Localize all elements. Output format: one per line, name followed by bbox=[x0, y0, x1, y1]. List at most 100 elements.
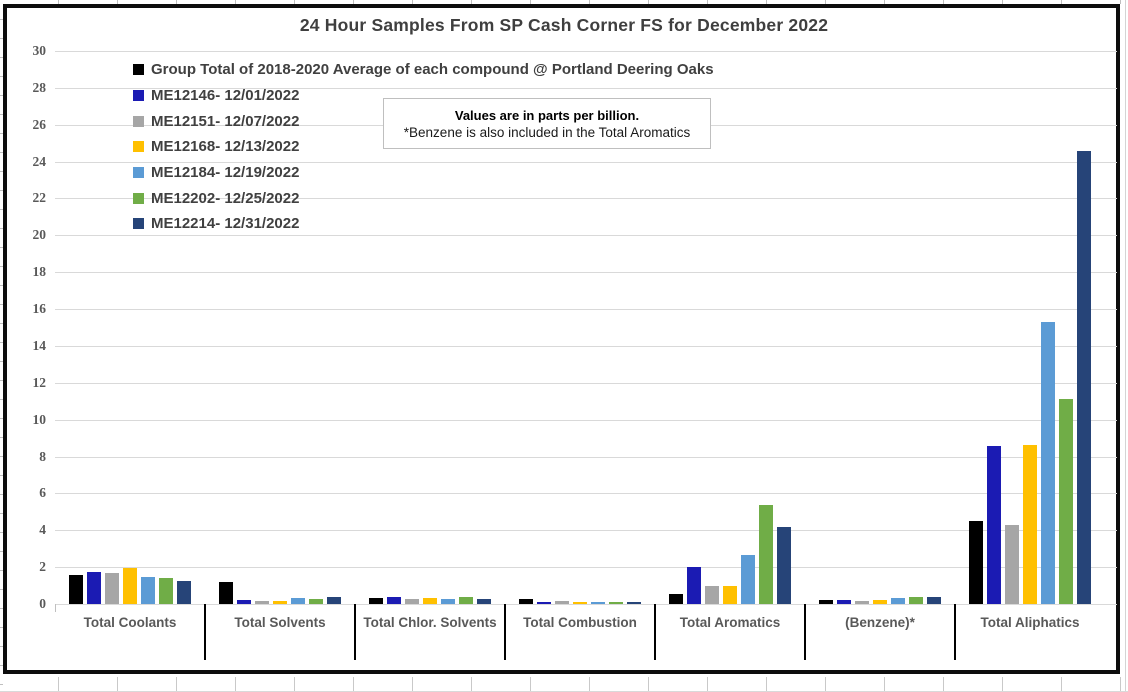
row-edge-tick bbox=[0, 646, 3, 647]
bar[interactable] bbox=[423, 598, 437, 604]
bar[interactable] bbox=[1059, 399, 1073, 604]
legend-label: ME12214- 12/31/2022 bbox=[151, 215, 300, 233]
column-edge-tick bbox=[176, 0, 177, 4]
column-edge-tick bbox=[766, 0, 767, 4]
bar[interactable] bbox=[891, 598, 905, 604]
legend-item[interactable]: ME12146- 12/01/2022 bbox=[133, 83, 714, 109]
bar[interactable] bbox=[123, 568, 137, 604]
bar[interactable] bbox=[759, 505, 773, 604]
cell-border-line bbox=[766, 677, 767, 692]
row-edge-tick bbox=[0, 589, 3, 590]
bar-group bbox=[805, 51, 955, 604]
bar[interactable] bbox=[327, 597, 341, 604]
cell-border-line bbox=[884, 677, 885, 692]
row-edge-tick bbox=[0, 190, 3, 191]
bar[interactable] bbox=[159, 578, 173, 604]
bar-group bbox=[955, 51, 1105, 604]
y-axis-label: 2 bbox=[39, 559, 46, 575]
bar[interactable] bbox=[69, 575, 83, 604]
bar[interactable] bbox=[519, 599, 533, 604]
bar[interactable] bbox=[441, 599, 455, 604]
cell-border-line bbox=[707, 677, 708, 692]
row-edge-tick bbox=[0, 513, 3, 514]
gridline bbox=[55, 345, 1117, 347]
bar[interactable] bbox=[819, 600, 833, 604]
bar[interactable] bbox=[705, 586, 719, 604]
bar[interactable] bbox=[105, 573, 119, 604]
column-edge-tick bbox=[589, 0, 590, 4]
bar[interactable] bbox=[987, 446, 1001, 604]
legend-item[interactable]: ME12202- 12/25/2022 bbox=[133, 185, 714, 211]
bar[interactable] bbox=[141, 577, 155, 604]
legend-item[interactable]: ME12168- 12/13/2022 bbox=[133, 134, 714, 160]
bar[interactable] bbox=[273, 601, 287, 604]
column-edge-tick bbox=[707, 0, 708, 4]
column-edge-tick bbox=[1002, 0, 1003, 4]
bar[interactable] bbox=[309, 599, 323, 604]
bar[interactable] bbox=[1005, 525, 1019, 604]
bar[interactable] bbox=[87, 572, 101, 604]
bar[interactable] bbox=[237, 600, 251, 604]
legend-swatch bbox=[133, 115, 144, 127]
row-edge-tick bbox=[0, 570, 3, 571]
bar[interactable] bbox=[477, 599, 491, 604]
bar[interactable] bbox=[369, 598, 383, 604]
cell-border-line bbox=[648, 677, 649, 692]
bar-group bbox=[505, 51, 655, 604]
bar[interactable] bbox=[555, 601, 569, 604]
row-edge-tick bbox=[0, 399, 3, 400]
gridline bbox=[55, 51, 1117, 52]
y-axis-label: 18 bbox=[32, 264, 47, 280]
bar[interactable] bbox=[969, 521, 983, 604]
row-edge-tick bbox=[0, 380, 3, 381]
category-label: (Benzene)* bbox=[845, 615, 915, 630]
category-label: Total Coolants bbox=[83, 615, 177, 630]
bar[interactable] bbox=[573, 602, 587, 604]
bar[interactable] bbox=[927, 597, 941, 604]
bar[interactable] bbox=[1041, 322, 1055, 604]
bar[interactable] bbox=[405, 599, 419, 604]
bar[interactable] bbox=[687, 567, 701, 604]
bar[interactable] bbox=[669, 594, 683, 604]
y-axis-label: 6 bbox=[39, 485, 46, 501]
bar[interactable] bbox=[909, 597, 923, 604]
annotation-box[interactable]: Values are in parts per billion. *Benzen… bbox=[383, 98, 711, 149]
legend-item[interactable]: ME12214- 12/31/2022 bbox=[133, 211, 714, 237]
bar[interactable] bbox=[459, 597, 473, 604]
gridline bbox=[55, 309, 1117, 311]
bar[interactable] bbox=[855, 601, 869, 604]
legend-item[interactable]: ME12151- 12/07/2022 bbox=[133, 108, 714, 134]
cell-border-line bbox=[117, 677, 118, 692]
bar[interactable] bbox=[255, 601, 269, 604]
chart-title: 24 Hour Samples From SP Cash Corner FS f… bbox=[299, 15, 829, 35]
category-label: Total Solvents bbox=[234, 615, 326, 630]
bar[interactable] bbox=[723, 586, 737, 604]
bar[interactable] bbox=[219, 582, 233, 604]
gridline bbox=[55, 456, 1117, 458]
cell-border-line bbox=[825, 677, 826, 692]
axis-end-tick bbox=[55, 604, 56, 612]
column-edge-tick bbox=[294, 0, 295, 4]
legend-item[interactable]: ME12184- 12/19/2022 bbox=[133, 160, 714, 186]
category-separator bbox=[654, 604, 656, 660]
bar[interactable] bbox=[609, 602, 623, 604]
bar[interactable] bbox=[627, 602, 641, 604]
bar[interactable] bbox=[1023, 445, 1037, 604]
bar[interactable] bbox=[741, 555, 755, 604]
bar[interactable] bbox=[387, 597, 401, 604]
row-edge-tick bbox=[0, 342, 3, 343]
legend-swatch bbox=[133, 64, 144, 76]
bar[interactable] bbox=[177, 581, 191, 604]
row-edge-tick bbox=[0, 95, 3, 96]
bar[interactable] bbox=[1077, 151, 1091, 604]
row-edge-tick bbox=[0, 57, 3, 58]
bar[interactable] bbox=[291, 598, 305, 604]
bar[interactable] bbox=[537, 602, 551, 604]
row-edge-tick bbox=[0, 361, 3, 362]
legend-item[interactable]: Group Total of 2018-2020 Average of each… bbox=[133, 57, 714, 83]
bar[interactable] bbox=[777, 527, 791, 604]
bar[interactable] bbox=[591, 602, 605, 604]
bar[interactable] bbox=[837, 600, 851, 604]
bar[interactable] bbox=[873, 600, 887, 604]
column-edge-tick bbox=[353, 0, 354, 4]
